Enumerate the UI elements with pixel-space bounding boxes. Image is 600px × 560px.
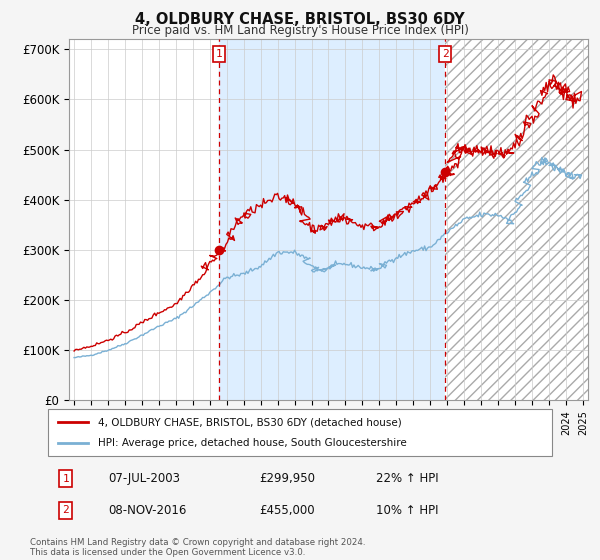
Text: £455,000: £455,000 <box>260 504 316 517</box>
Text: HPI: Average price, detached house, South Gloucestershire: HPI: Average price, detached house, Sout… <box>98 438 407 448</box>
Bar <box>445 39 588 400</box>
Bar <box>445 39 588 400</box>
Text: 07-JUL-2003: 07-JUL-2003 <box>109 472 181 485</box>
Text: 4, OLDBURY CHASE, BRISTOL, BS30 6DY (detached house): 4, OLDBURY CHASE, BRISTOL, BS30 6DY (det… <box>98 417 402 427</box>
Text: Price paid vs. HM Land Registry's House Price Index (HPI): Price paid vs. HM Land Registry's House … <box>131 24 469 36</box>
Text: 08-NOV-2016: 08-NOV-2016 <box>109 504 187 517</box>
Text: 10% ↑ HPI: 10% ↑ HPI <box>376 504 438 517</box>
Text: £299,950: £299,950 <box>260 472 316 485</box>
Text: 22% ↑ HPI: 22% ↑ HPI <box>376 472 438 485</box>
Text: Contains HM Land Registry data © Crown copyright and database right 2024.
This d: Contains HM Land Registry data © Crown c… <box>30 538 365 557</box>
Text: 4, OLDBURY CHASE, BRISTOL, BS30 6DY: 4, OLDBURY CHASE, BRISTOL, BS30 6DY <box>135 12 465 27</box>
FancyBboxPatch shape <box>48 409 552 456</box>
Text: 1: 1 <box>215 49 223 59</box>
Text: 2: 2 <box>62 505 69 515</box>
Text: 2: 2 <box>442 49 448 59</box>
Bar <box>219 39 445 400</box>
Text: 1: 1 <box>62 474 69 484</box>
